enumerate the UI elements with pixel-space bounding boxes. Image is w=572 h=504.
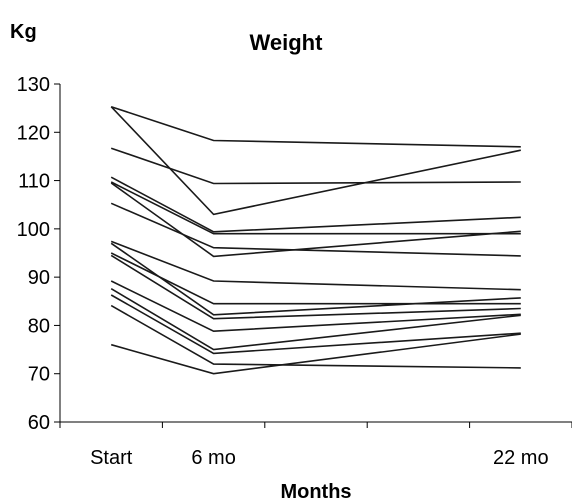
x-axis-ticks: Start 6 mo 22 mo xyxy=(59,422,572,469)
series-line xyxy=(110,176,521,233)
y-axis-ticks: 60 70 80 90 100 110 120 130 xyxy=(17,74,60,434)
series-lines xyxy=(110,105,521,375)
y-unit-label: Kg xyxy=(10,21,37,43)
x-tick-label: 22 mo xyxy=(493,447,549,469)
x-tick-label: Start xyxy=(90,447,133,469)
series-line xyxy=(110,182,521,258)
series-line xyxy=(110,105,521,148)
x-axis-label: Months xyxy=(280,481,351,503)
series-line xyxy=(110,280,521,333)
y-tick-label: 70 xyxy=(28,364,50,386)
y-tick-label: 130 xyxy=(17,74,50,96)
series-line xyxy=(110,304,521,369)
series-line xyxy=(110,147,521,185)
x-tick-label: 6 mo xyxy=(191,447,235,469)
chart-title: Weight xyxy=(250,30,324,55)
y-tick-label: 60 xyxy=(28,412,50,434)
y-tick-label: 80 xyxy=(28,315,50,337)
y-tick-label: 90 xyxy=(28,267,50,289)
series-line xyxy=(110,254,521,320)
series-line xyxy=(110,181,521,235)
series-line xyxy=(110,202,521,257)
series-line xyxy=(110,252,521,305)
plot-area: 60 70 80 90 100 110 120 130 Start 6 mo 22 mo xyxy=(17,74,572,469)
y-tick-label: 110 xyxy=(18,171,50,193)
y-tick-label: 120 xyxy=(17,122,50,144)
series-line xyxy=(110,288,521,351)
series-line xyxy=(110,240,521,291)
series-line xyxy=(110,294,521,355)
y-tick-label: 100 xyxy=(17,219,50,241)
series-line xyxy=(110,333,521,375)
series-line xyxy=(110,106,521,216)
